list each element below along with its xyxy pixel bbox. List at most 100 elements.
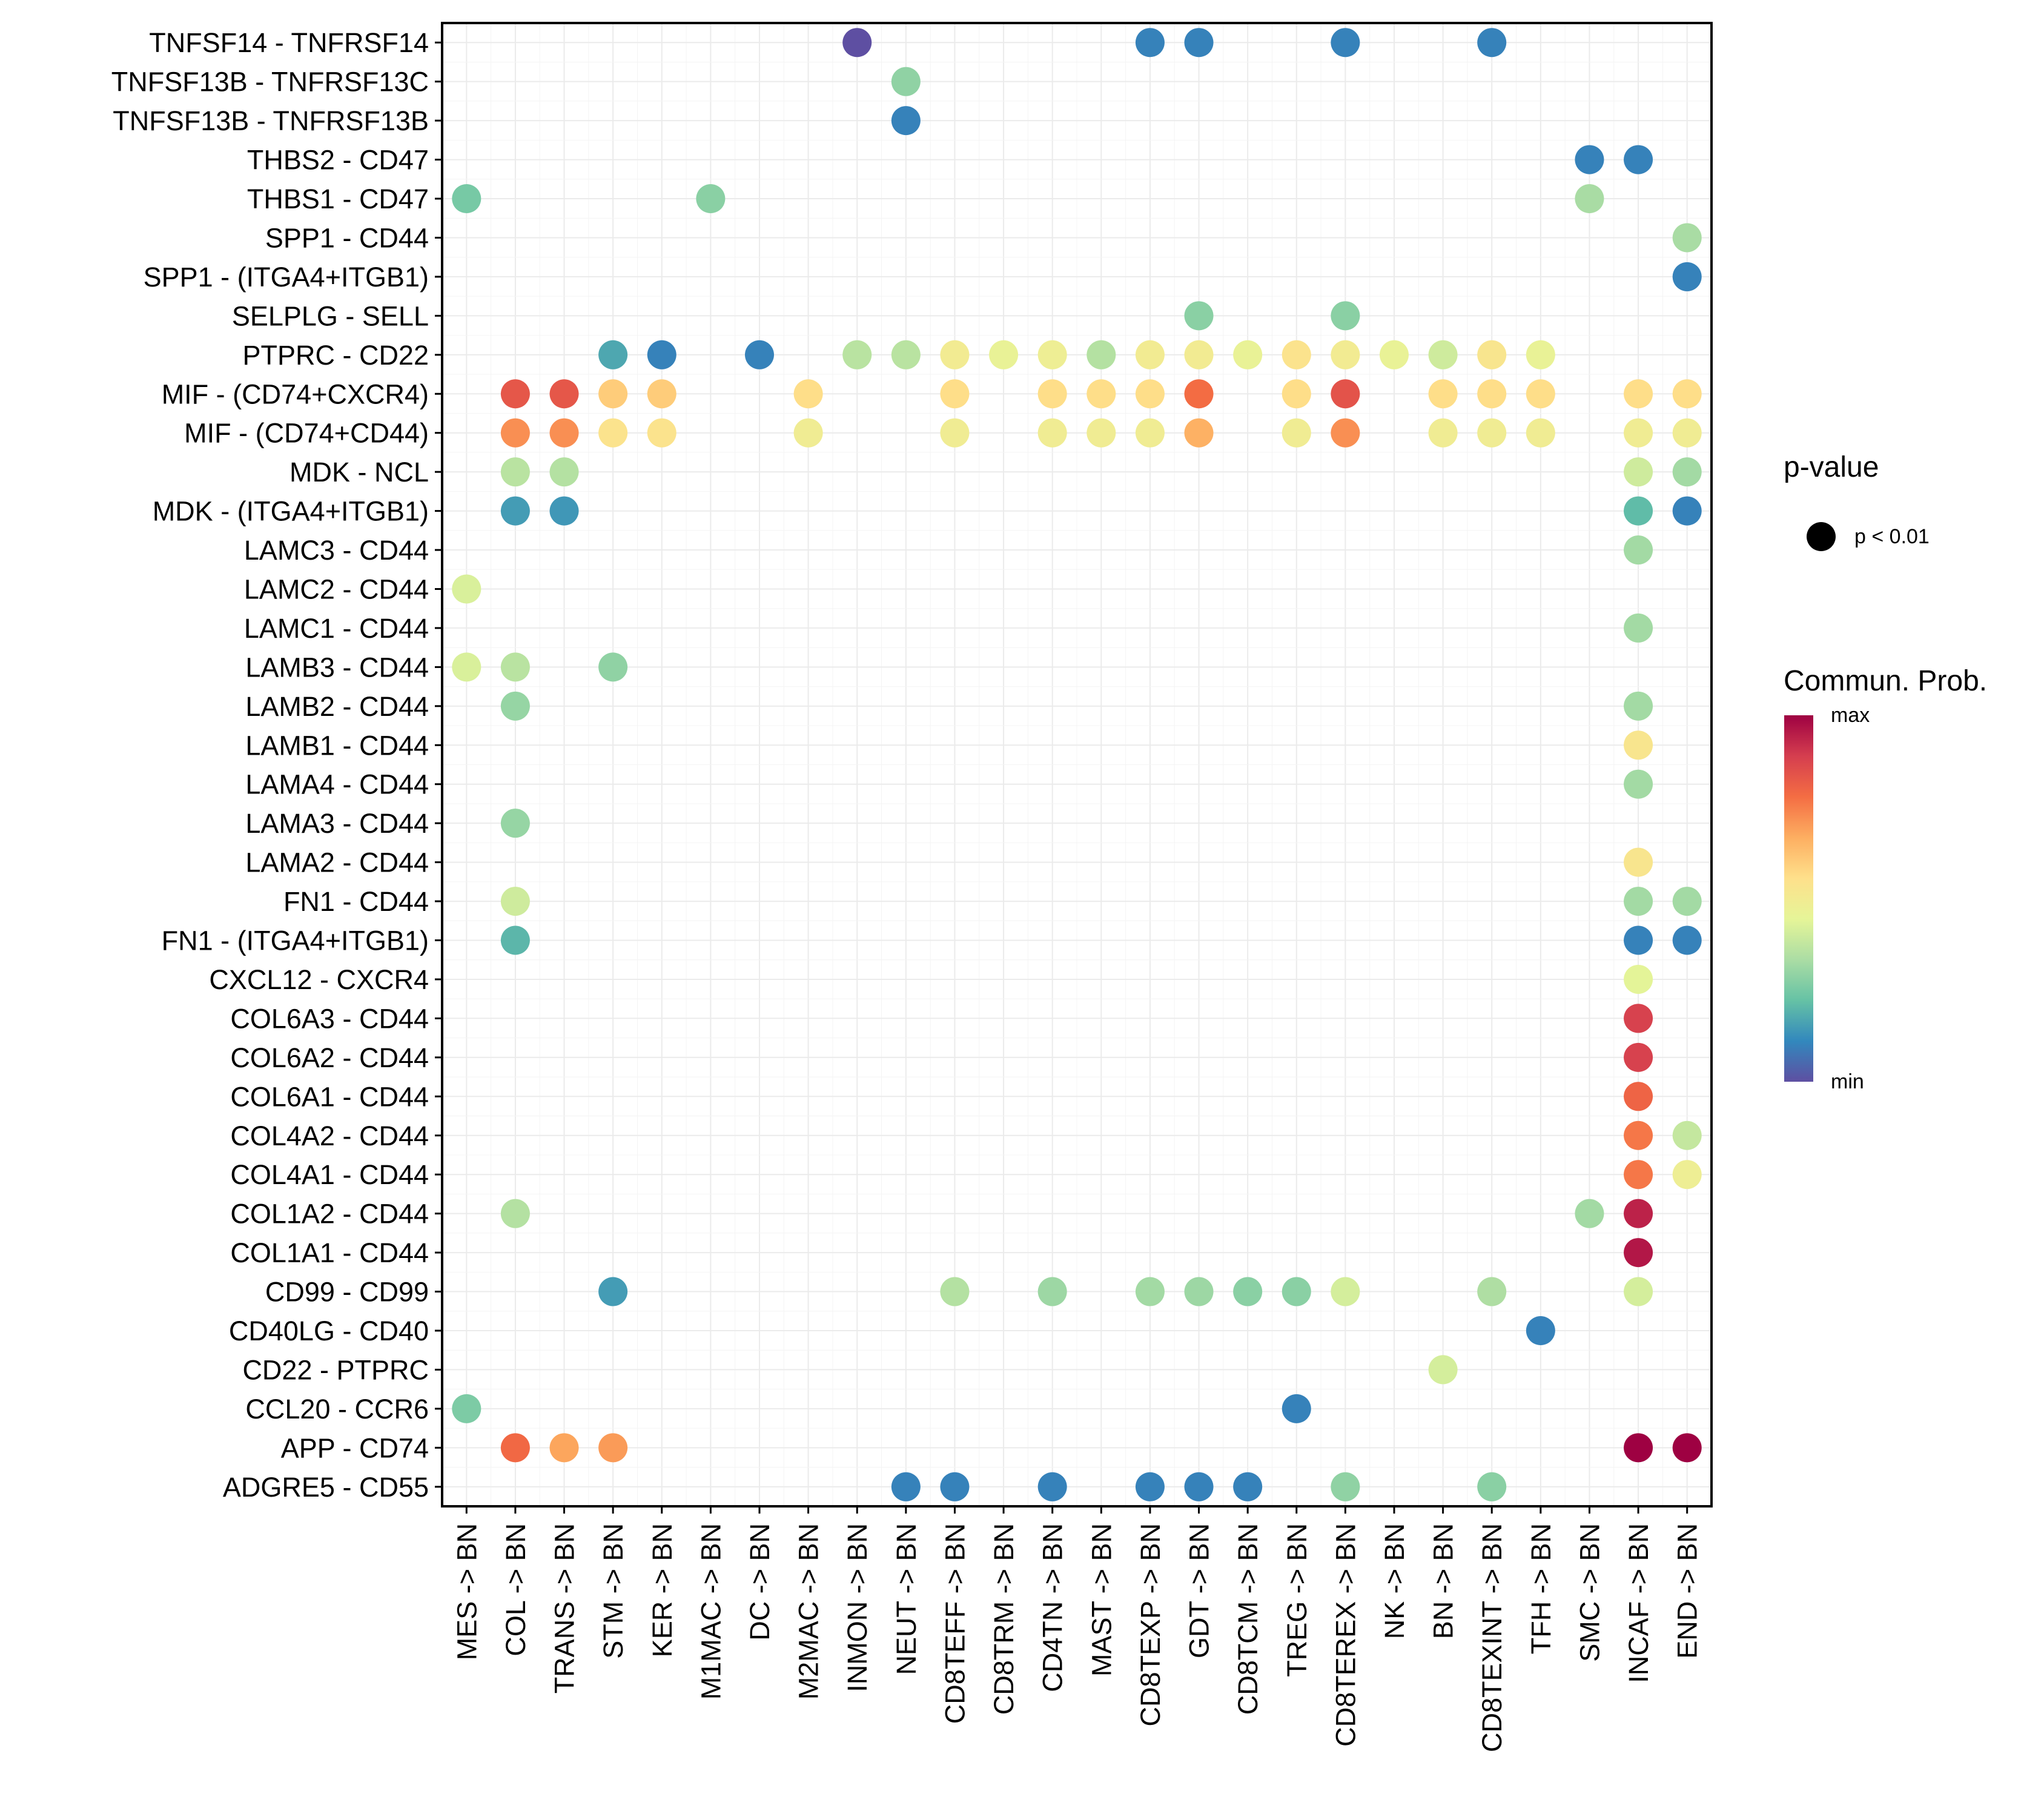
dot-point <box>1526 340 1555 369</box>
dot-point <box>1086 379 1116 409</box>
dot-point <box>1428 340 1458 369</box>
dot-point <box>549 379 579 409</box>
dot-point <box>647 379 676 409</box>
y-tick-label: CD22 - PTPRC <box>242 1354 429 1385</box>
dot-point <box>1624 847 1653 877</box>
dot-point <box>1624 613 1653 643</box>
dot-point <box>452 184 481 214</box>
dot-point <box>1282 1394 1311 1423</box>
dot-point <box>1672 496 1702 526</box>
dot-point <box>1624 457 1653 487</box>
dot-point <box>500 496 530 526</box>
x-tick-label: COL -> BN <box>500 1523 531 1656</box>
dot-point <box>1282 1277 1311 1306</box>
y-tick-label: COL6A3 - CD44 <box>230 1003 429 1034</box>
y-tick-label: TNFSF13B - TNFRSF13B <box>113 105 429 136</box>
x-tick-label: CD8TEXINT -> BN <box>1477 1523 1507 1752</box>
dot-point <box>1477 1277 1507 1306</box>
x-tick-label: M1MAC -> BN <box>695 1523 726 1700</box>
y-tick-label: FN1 - CD44 <box>283 886 429 917</box>
dot-point <box>793 418 823 448</box>
dot-point <box>1672 1160 1702 1190</box>
dot-point <box>1624 1277 1653 1306</box>
y-tick-label: LAMA2 - CD44 <box>245 847 429 878</box>
dot-point <box>500 925 530 955</box>
dot-point <box>1672 925 1702 955</box>
x-tick-label: SMC -> BN <box>1574 1523 1605 1662</box>
dot-point <box>1575 1199 1604 1228</box>
legend-colorbar <box>1784 715 1813 1082</box>
dot-point <box>1672 223 1702 253</box>
x-tick-label: TREG -> BN <box>1282 1523 1312 1677</box>
dot-point <box>1135 1472 1165 1501</box>
dot-point <box>940 1277 970 1306</box>
dot-point <box>1428 418 1458 448</box>
dot-point <box>1575 145 1604 174</box>
x-tick-label: INCAF -> BN <box>1623 1523 1654 1683</box>
dot-point <box>1184 379 1214 409</box>
dot-point <box>1624 535 1653 565</box>
x-tick-label: GDT -> BN <box>1184 1523 1215 1658</box>
y-tick-label: APP - CD74 <box>281 1432 429 1463</box>
dot-point <box>1086 418 1116 448</box>
dot-point <box>891 340 921 369</box>
dot-point <box>1672 887 1702 916</box>
dot-point <box>452 652 481 682</box>
x-tick-label: TFH -> BN <box>1526 1523 1556 1654</box>
dot-point <box>1672 1433 1702 1463</box>
dot-point <box>940 1472 970 1501</box>
dot-point <box>1477 1472 1507 1501</box>
dot-point <box>1477 340 1507 369</box>
y-tick-label: COL6A2 - CD44 <box>230 1042 429 1073</box>
dot-point <box>1037 340 1067 369</box>
dot-point <box>647 418 676 448</box>
x-tick-label: CD8TEFF -> BN <box>939 1523 970 1724</box>
y-tick-label: LAMB1 - CD44 <box>245 730 429 761</box>
grid-lines <box>442 23 1712 1506</box>
y-axis: TNFSF14 - TNFRSF14 TNFSF13B - TNFRSF13C TN… <box>111 27 442 1503</box>
dot-point <box>1575 184 1604 214</box>
legend-color-max-label: max <box>1831 704 1870 727</box>
y-tick-label: THBS1 - CD47 <box>247 184 429 214</box>
dot-point <box>1672 379 1702 409</box>
dot-point <box>549 1433 579 1463</box>
dot-point <box>1526 418 1555 448</box>
dot-point <box>745 340 774 369</box>
dot-point <box>500 379 530 409</box>
x-tick-label: NEUT -> BN <box>891 1523 922 1675</box>
x-tick-label: DC -> BN <box>744 1523 775 1641</box>
dot-point <box>1672 262 1702 291</box>
dot-point <box>1331 28 1360 58</box>
dot-point <box>793 379 823 409</box>
dot-point <box>1624 964 1653 994</box>
dot-point <box>647 340 676 369</box>
x-tick-label: END -> BN <box>1672 1523 1703 1659</box>
dot-point <box>696 184 726 214</box>
y-tick-label: LAMC2 - CD44 <box>244 574 429 604</box>
x-tick-label: TRANS -> BN <box>549 1523 580 1693</box>
y-tick-label: COL4A1 - CD44 <box>230 1159 429 1190</box>
dot-point <box>1624 1199 1653 1228</box>
dot-point <box>1331 1472 1360 1501</box>
x-tick-label: BN -> BN <box>1428 1523 1459 1639</box>
dot-point <box>1624 1082 1653 1111</box>
dot-point <box>1184 1472 1214 1501</box>
dot-point <box>1037 418 1067 448</box>
x-axis: MES -> BN COL -> BN TRANS -> BN STM -> BN KE… <box>451 1506 1703 1752</box>
dot-point <box>842 340 872 369</box>
y-tick-label: ADGRE5 - CD55 <box>223 1472 429 1503</box>
legend-pvalue-dot <box>1807 522 1836 551</box>
y-tick-label: SPP1 - CD44 <box>265 222 429 253</box>
dot-point <box>1184 340 1214 369</box>
dot-point <box>1477 28 1507 58</box>
dot-point <box>500 1199 530 1228</box>
dot-point <box>1624 496 1653 526</box>
dot-point <box>1624 379 1653 409</box>
dot-point <box>1282 379 1311 409</box>
dot-point <box>940 379 970 409</box>
x-tick-label: CD8TEREX -> BN <box>1330 1523 1361 1747</box>
dot-point <box>940 418 970 448</box>
dot-point <box>1331 379 1360 409</box>
dot-point <box>1624 769 1653 799</box>
dot-point <box>1037 1277 1067 1306</box>
